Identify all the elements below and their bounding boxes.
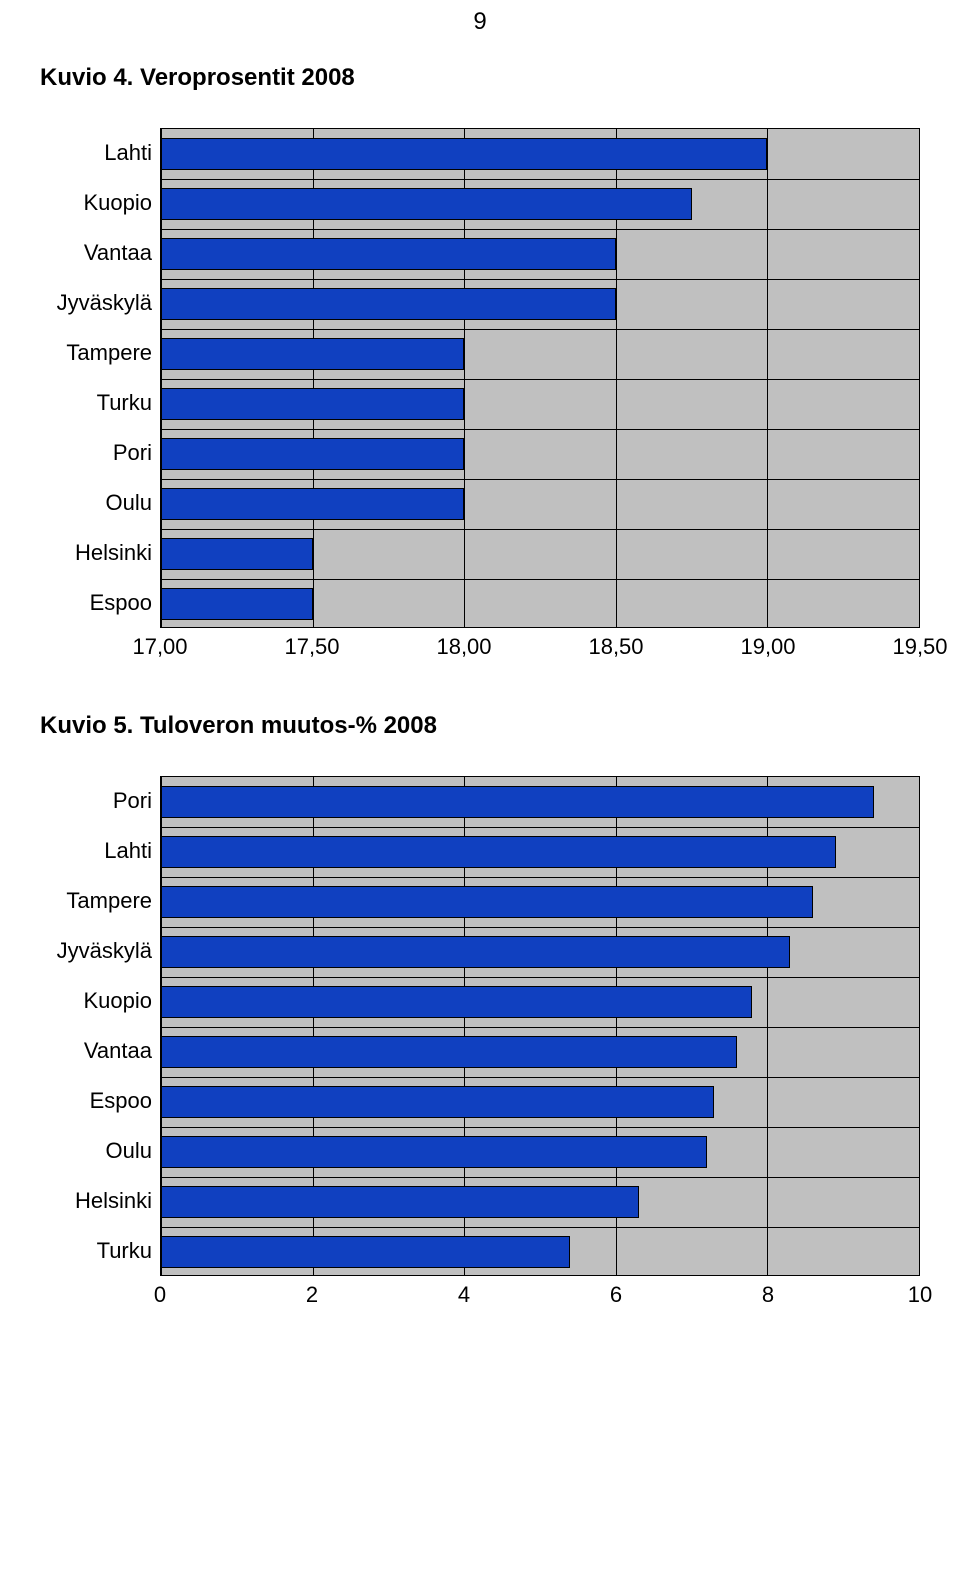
bar <box>161 1136 707 1169</box>
chart-1: LahtiKuopioVantaaJyväskyläTampereTurkuPo… <box>30 128 930 664</box>
y-axis-category-label: Kuopio <box>30 178 160 228</box>
plot-container: 0246810 <box>160 776 930 1312</box>
category-tick <box>161 279 919 280</box>
page-number: 9 <box>0 0 960 64</box>
y-axis-category-label: Espoo <box>30 578 160 628</box>
bar <box>161 188 692 221</box>
x-axis-tick-label: 0 <box>154 1282 166 1308</box>
x-axis-tick-label: 6 <box>610 1282 622 1308</box>
x-axis-tick-label: 17,50 <box>284 634 339 660</box>
bar <box>161 1236 570 1269</box>
bar <box>161 538 313 571</box>
bar <box>161 288 616 321</box>
bar <box>161 588 313 621</box>
category-tick <box>161 877 919 878</box>
bar <box>161 986 752 1019</box>
category-tick <box>161 1127 919 1128</box>
bar <box>161 338 464 371</box>
x-axis-tick-label: 18,50 <box>588 634 643 660</box>
x-axis-tick-label: 18,00 <box>436 634 491 660</box>
page-root: 9 Kuvio 4. Veroprosentit 2008 LahtiKuopi… <box>0 0 960 1312</box>
x-gridline <box>919 129 920 627</box>
category-tick <box>161 329 919 330</box>
bar <box>161 488 464 521</box>
y-axis-category-label: Pori <box>30 428 160 478</box>
x-axis: 17,0017,5018,0018,5019,0019,50 <box>160 628 920 664</box>
y-axis-category-label: Jyväskylä <box>30 926 160 976</box>
y-axis-labels: PoriLahtiTampereJyväskyläKuopioVantaaEsp… <box>30 776 160 1312</box>
y-axis-category-label: Helsinki <box>30 528 160 578</box>
y-axis-category-label: Kuopio <box>30 976 160 1026</box>
bar <box>161 238 616 271</box>
y-axis-category-label: Oulu <box>30 478 160 528</box>
bar <box>161 836 836 869</box>
y-axis-category-label: Lahti <box>30 128 160 178</box>
category-tick <box>161 1177 919 1178</box>
bar <box>161 388 464 421</box>
y-axis-category-label: Vantaa <box>30 228 160 278</box>
bar <box>161 438 464 471</box>
category-tick <box>161 1227 919 1228</box>
x-axis-tick-label: 17,00 <box>132 634 187 660</box>
y-axis-category-label: Helsinki <box>30 1176 160 1226</box>
x-axis: 0246810 <box>160 1276 920 1312</box>
bar <box>161 786 874 819</box>
bar <box>161 1186 639 1219</box>
plot-container: 17,0017,5018,0018,5019,0019,50 <box>160 128 930 664</box>
y-axis-category-label: Vantaa <box>30 1026 160 1076</box>
y-axis-category-label: Turku <box>30 1226 160 1276</box>
y-axis-category-label: Espoo <box>30 1076 160 1126</box>
x-axis-tick-label: 2 <box>306 1282 318 1308</box>
chart2-title: Kuvio 5. Tuloveron muutos-% 2008 <box>40 712 960 740</box>
plot-area <box>160 776 920 1276</box>
category-tick <box>161 1077 919 1078</box>
category-tick <box>161 1027 919 1028</box>
category-tick <box>161 179 919 180</box>
category-tick <box>161 479 919 480</box>
category-tick <box>161 429 919 430</box>
y-axis-labels: LahtiKuopioVantaaJyväskyläTampereTurkuPo… <box>30 128 160 664</box>
y-axis-category-label: Lahti <box>30 826 160 876</box>
category-tick <box>161 927 919 928</box>
bar <box>161 138 767 171</box>
y-axis-category-label: Pori <box>30 776 160 826</box>
category-tick <box>161 827 919 828</box>
x-axis-tick-label: 4 <box>458 1282 470 1308</box>
category-tick <box>161 977 919 978</box>
bar <box>161 1036 737 1069</box>
y-axis-category-label: Oulu <box>30 1126 160 1176</box>
plot-area <box>160 128 920 628</box>
bar <box>161 936 790 969</box>
x-axis-tick-label: 19,50 <box>892 634 947 660</box>
x-gridline <box>767 129 768 627</box>
bar <box>161 1086 714 1119</box>
x-axis-tick-label: 10 <box>908 1282 932 1308</box>
category-tick <box>161 379 919 380</box>
x-axis-tick-label: 8 <box>762 1282 774 1308</box>
category-tick <box>161 229 919 230</box>
bar <box>161 886 813 919</box>
y-axis-category-label: Tampere <box>30 876 160 926</box>
x-gridline <box>919 777 920 1275</box>
y-axis-category-label: Jyväskylä <box>30 278 160 328</box>
chart-2: PoriLahtiTampereJyväskyläKuopioVantaaEsp… <box>30 776 930 1312</box>
category-tick <box>161 529 919 530</box>
category-tick <box>161 579 919 580</box>
y-axis-category-label: Tampere <box>30 328 160 378</box>
y-axis-category-label: Turku <box>30 378 160 428</box>
x-axis-tick-label: 19,00 <box>740 634 795 660</box>
chart1-title: Kuvio 4. Veroprosentit 2008 <box>40 64 960 92</box>
